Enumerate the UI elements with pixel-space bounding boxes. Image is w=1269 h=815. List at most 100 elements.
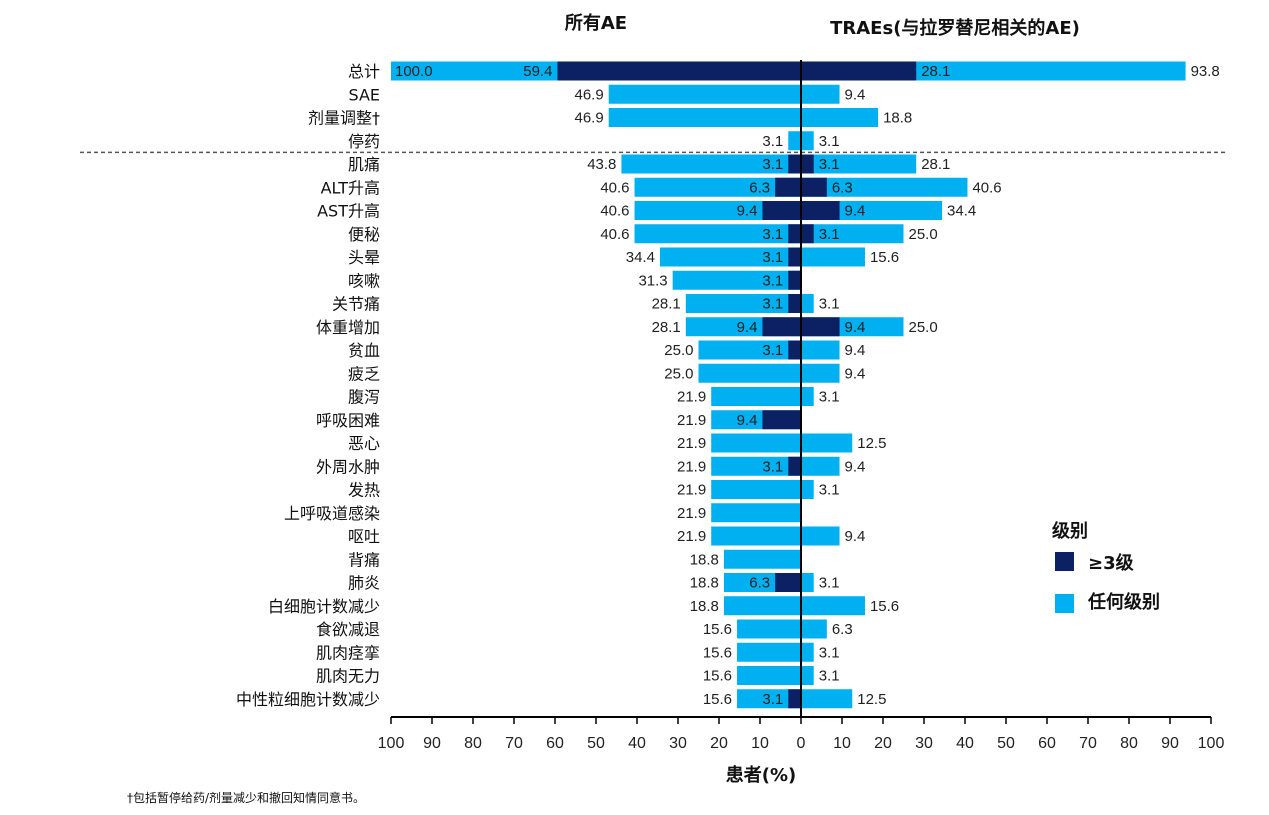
- bar-right-any-grade: [801, 480, 814, 499]
- value-label-left-any: 21.9: [677, 412, 706, 429]
- value-label-left-any: 3.1: [762, 133, 783, 150]
- bar-right-any-grade: [801, 294, 814, 313]
- value-label-left-any: 40.6: [600, 226, 629, 243]
- bar-left-any-grade: [685, 294, 801, 313]
- value-label-right-any: 3.1: [819, 133, 840, 150]
- value-label-left-grade3plus: 59.4: [523, 63, 552, 80]
- bar-right-any-grade: [801, 154, 917, 174]
- bar-left-any-grade: [698, 363, 801, 383]
- value-label-left-any: 28.1: [652, 319, 681, 336]
- category-label: 发热: [348, 481, 380, 500]
- value-label-right-any: 9.4: [845, 365, 866, 382]
- value-label-right-grade3plus: 28.1: [921, 63, 950, 80]
- x-tick-label: 70: [1079, 735, 1097, 752]
- bar-right-grade3plus: [801, 317, 840, 337]
- value-label-left-any: 15.6: [703, 621, 732, 638]
- legend-swatch-grade3plus: [1055, 552, 1074, 571]
- bar-right-any-grade: [801, 363, 840, 383]
- bar-left-grade3plus: [775, 177, 801, 197]
- category-label: 停药: [348, 132, 380, 151]
- bar-left-grade3plus: [788, 340, 801, 360]
- value-label-left-grade3plus: 3.1: [762, 458, 783, 475]
- bar-right-grade3plus: [801, 154, 814, 174]
- value-label-left-grade3plus: 3.1: [762, 272, 783, 289]
- category-label: 中性粒细胞计数减少: [236, 690, 380, 709]
- value-label-left-any: 40.6: [600, 203, 629, 220]
- bar-left-grade3plus: [775, 573, 801, 592]
- category-label: 体重增加: [316, 318, 380, 337]
- bar-left-any-grade: [659, 247, 801, 267]
- bar-left-any-grade: [621, 154, 801, 174]
- bar-right-any-grade: [801, 177, 968, 197]
- bar-left-any-grade: [737, 689, 801, 709]
- bar-left-any-grade: [711, 433, 801, 453]
- bar-right-any-grade: [801, 573, 814, 592]
- value-label-right-any: 9.4: [845, 86, 866, 103]
- value-label-left-any: 43.8: [587, 156, 616, 173]
- value-label-right-any: 3.1: [819, 575, 840, 592]
- x-tick-label: 60: [546, 735, 564, 752]
- value-label-right-any: 3.1: [819, 389, 840, 406]
- x-tick-label: 70: [505, 735, 523, 752]
- bar-left-any-grade: [711, 387, 801, 406]
- bar-left-grade3plus: [788, 689, 801, 709]
- value-label-left-any: 15.6: [703, 644, 732, 661]
- value-label-right-any: 18.8: [883, 110, 912, 127]
- bar-left-any-grade: [737, 642, 801, 662]
- category-label: 便秘: [348, 225, 380, 244]
- x-tick-label: 100: [1198, 735, 1225, 752]
- value-label-left-any: 21.9: [677, 458, 706, 475]
- value-label-left-grade3plus: 9.4: [737, 319, 758, 336]
- category-label: 肌肉无力: [316, 667, 380, 686]
- legend: 级别 ≥3级 任何级别: [1052, 520, 1160, 613]
- category-label: 贫血: [348, 341, 380, 360]
- value-label-left-grade3plus: 3.1: [762, 226, 783, 243]
- value-label-right-any: 34.4: [947, 203, 976, 220]
- value-label-left-grade3plus: 3.1: [762, 296, 783, 313]
- bar-right-any-grade: [801, 666, 814, 685]
- bars-group: [391, 61, 1186, 709]
- bar-left-any-grade: [608, 84, 801, 104]
- value-label-left-any: 18.8: [690, 598, 719, 615]
- value-label-right-any: 6.3: [832, 621, 853, 638]
- bar-left-any-grade: [788, 131, 801, 151]
- category-label: 呕吐: [348, 527, 380, 546]
- value-label-right-any: 25.0: [909, 319, 938, 336]
- bar-left-grade3plus: [762, 410, 801, 430]
- value-label-left-grade3plus: 6.3: [749, 179, 770, 196]
- value-label-left-any: 28.1: [652, 296, 681, 313]
- value-label-left-grade3plus: 6.3: [749, 575, 770, 592]
- value-label-right-any: 9.4: [845, 342, 866, 359]
- value-label-right-grade3plus: 3.1: [819, 156, 840, 173]
- bar-left-grade3plus: [788, 456, 801, 476]
- category-label: 头晕: [348, 248, 380, 267]
- category-label: ALT升高: [321, 178, 380, 197]
- category-label: 呼吸困难: [316, 411, 380, 430]
- bar-right-any-grade: [801, 596, 865, 616]
- category-label: AST升高: [317, 202, 380, 221]
- value-label-left-any: 25.0: [664, 365, 693, 382]
- bar-left-any-grade: [608, 108, 801, 127]
- x-tick-label: 20: [710, 735, 728, 752]
- x-tick-label: 40: [628, 735, 646, 752]
- bar-right-any-grade: [801, 642, 814, 662]
- bar-left-any-grade: [711, 503, 801, 523]
- bar-left-any-grade: [737, 666, 801, 685]
- value-label-right-any: 9.4: [845, 458, 866, 475]
- bar-right-any-grade: [801, 689, 853, 709]
- x-tick-label: 80: [464, 735, 482, 752]
- bar-left-any-grade: [634, 224, 801, 244]
- value-label-left-grade3plus: 9.4: [737, 412, 758, 429]
- value-label-left-any: 46.9: [575, 110, 604, 127]
- bar-right-grade3plus: [801, 201, 840, 220]
- value-label-right-any: 15.6: [870, 249, 899, 266]
- x-tick-label: 30: [915, 735, 933, 752]
- bar-right-any-grade: [801, 387, 814, 406]
- value-label-right-any: 3.1: [819, 296, 840, 313]
- x-tick-label: 10: [751, 735, 769, 752]
- value-label-left-any: 21.9: [677, 482, 706, 499]
- category-label: SAE: [348, 85, 380, 104]
- x-tick-label: 20: [874, 735, 892, 752]
